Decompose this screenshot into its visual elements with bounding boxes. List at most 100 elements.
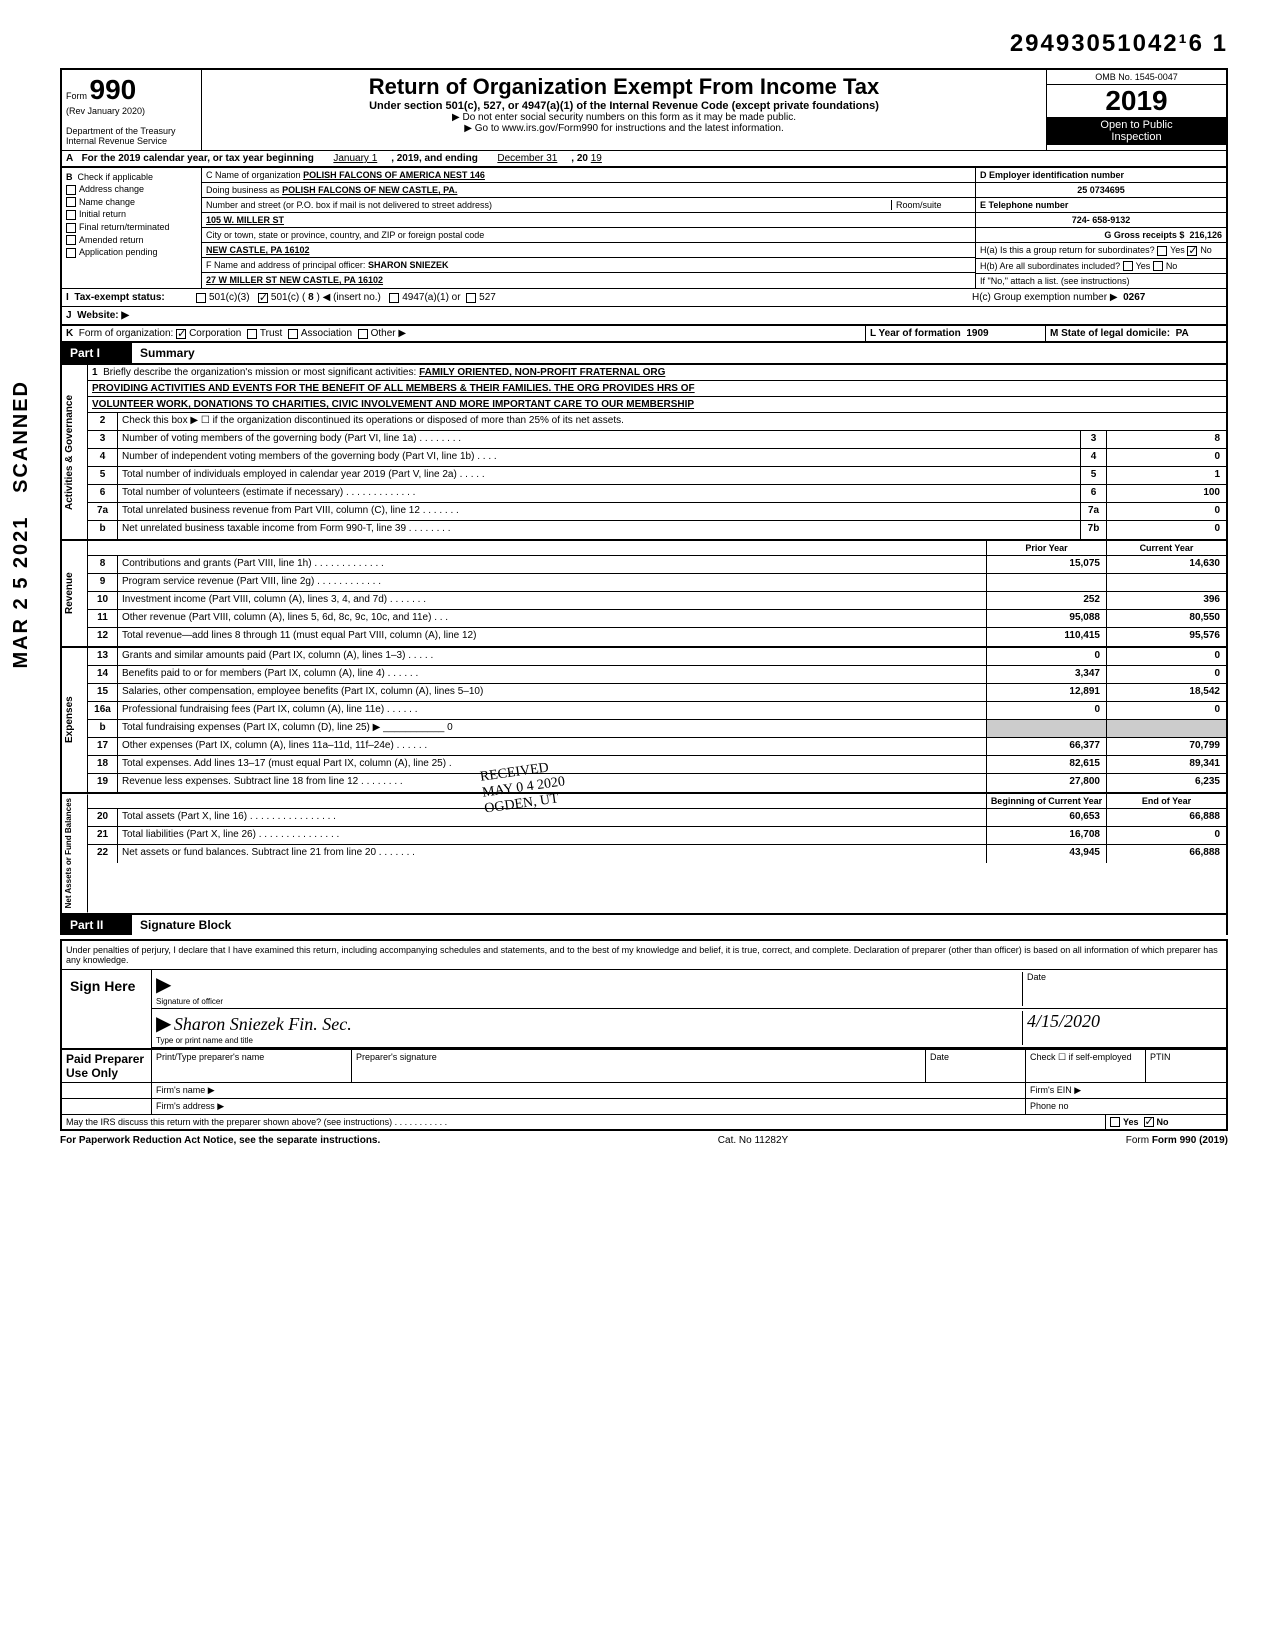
row-i: I Tax-exempt status: 501(c)(3) 501(c) ( … <box>60 288 1228 306</box>
state-domicile: PA <box>1176 328 1189 339</box>
table-row: 11Other revenue (Part VIII, column (A), … <box>88 610 1226 628</box>
4947[interactable] <box>389 293 399 303</box>
table-row: 4Number of independent voting members of… <box>88 449 1226 467</box>
mission-3: VOLUNTEER WORK, DONATIONS TO CHARITIES, … <box>92 399 694 410</box>
gross-receipts: 216,126 <box>1189 230 1222 240</box>
table-row: 14Benefits paid to or for members (Part … <box>88 666 1226 684</box>
check-initial[interactable] <box>66 210 76 220</box>
netassets-section: Net Assets or Fund Balances Beginning of… <box>60 794 1228 914</box>
form-number: 990 <box>90 74 137 105</box>
group-exemption: 0267 <box>1123 292 1145 303</box>
paid-preparer: Paid Preparer Use Only Print/Type prepar… <box>60 1050 1228 1132</box>
check-final[interactable] <box>66 223 76 233</box>
table-row: 22Net assets or fund balances. Subtract … <box>88 845 1226 863</box>
ha-no[interactable] <box>1187 246 1197 256</box>
table-row: 18Total expenses. Add lines 13–17 (must … <box>88 756 1226 774</box>
side-expenses: Expenses <box>62 648 88 792</box>
footer: For Paperwork Reduction Act Notice, see … <box>60 1131 1228 1150</box>
table-row: 17Other expenses (Part IX, column (A), l… <box>88 738 1226 756</box>
officer: SHARON SNIEZEK <box>368 260 449 270</box>
table-row: 10Investment income (Part VIII, column (… <box>88 592 1226 610</box>
row-a: A For the 2019 calendar year, or tax yea… <box>60 150 1228 166</box>
year-formation: 1909 <box>966 328 988 339</box>
open-public: Open to Public <box>1100 119 1172 131</box>
check-amended[interactable] <box>66 235 76 245</box>
table-row: 3Number of voting members of the governi… <box>88 431 1226 449</box>
check-address[interactable] <box>66 185 76 195</box>
phone: 724- 658-9132 <box>1072 215 1131 225</box>
mission-2: PROVIDING ACTIVITIES AND EVENTS FOR THE … <box>92 383 695 394</box>
part1-header: Part I <box>62 343 132 363</box>
part1-title: Summary <box>132 343 203 363</box>
begin-year-header: Beginning of Current Year <box>986 794 1106 808</box>
signature-block: Under penalties of perjury, I declare th… <box>60 939 1228 1050</box>
tax-year: 2019 <box>1047 85 1226 117</box>
table-row: 6Total number of volunteers (estimate if… <box>88 485 1226 503</box>
sign-here: Sign Here <box>70 978 135 994</box>
line-2: Check this box ▶ ☐ if the organization d… <box>118 413 1226 430</box>
document-number: 29493051042¹6 1 <box>60 30 1228 58</box>
mission-1: FAMILY ORIENTED, NON-PROFIT FRATERNAL OR… <box>419 367 665 378</box>
officer-addr: 27 W MILLER ST NEW CASTLE, PA 16102 <box>206 275 383 285</box>
officer-signature: Sharon Sniezek Fin. Sec. <box>174 1014 352 1034</box>
table-row: 15Salaries, other compensation, employee… <box>88 684 1226 702</box>
527[interactable] <box>466 293 476 303</box>
dept: Department of the Treasury <box>66 126 176 136</box>
table-row: bTotal fundraising expenses (Part IX, co… <box>88 720 1226 738</box>
part2-title: Signature Block <box>132 915 239 935</box>
side-revenue: Revenue <box>62 541 88 646</box>
dba: POLISH FALCONS OF NEW CASTLE, PA. <box>282 185 457 195</box>
table-row: 16aProfessional fundraising fees (Part I… <box>88 702 1226 720</box>
side-governance: Activities & Governance <box>62 365 88 539</box>
table-row: 8Contributions and grants (Part VIII, li… <box>88 556 1226 574</box>
street: 105 W. MILLER ST <box>206 215 284 225</box>
other[interactable] <box>358 329 368 339</box>
form-header: Form 990 (Rev January 2020) Department o… <box>60 68 1228 150</box>
assoc[interactable] <box>288 329 298 339</box>
table-row: 20Total assets (Part X, line 16) . . . .… <box>88 809 1226 827</box>
row-j: J Website: ▶ <box>60 306 1228 324</box>
table-row: 13Grants and similar amounts paid (Part … <box>88 648 1226 666</box>
expenses-section: Expenses 13Grants and similar amounts pa… <box>60 648 1228 794</box>
form-subtitle: Under section 501(c), 527, or 4947(a)(1)… <box>206 100 1042 112</box>
row-k: K Form of organization: Corporation Trus… <box>60 324 1228 343</box>
table-row: 19Revenue less expenses. Subtract line 1… <box>88 774 1226 792</box>
corp[interactable] <box>176 329 186 339</box>
current-year-header: Current Year <box>1106 541 1226 555</box>
check-pending[interactable] <box>66 248 76 258</box>
table-row: 21Total liabilities (Part X, line 26) . … <box>88 827 1226 845</box>
hb-yes[interactable] <box>1123 261 1133 271</box>
side-netassets: Net Assets or Fund Balances <box>62 794 88 912</box>
501c[interactable] <box>258 293 268 303</box>
table-row: bNet unrelated business taxable income f… <box>88 521 1226 539</box>
sign-date: 4/15/2020 <box>1027 1011 1100 1031</box>
city: NEW CASTLE, PA 16102 <box>206 245 310 255</box>
scanned-stamp: MAR 2 5 2021 SCANNED <box>10 380 33 669</box>
prior-year-header: Prior Year <box>986 541 1106 555</box>
discuss-yes[interactable] <box>1110 1117 1120 1127</box>
revenue-section: Revenue Prior Year Current Year 8Contrib… <box>60 541 1228 648</box>
form-title: Return of Organization Exempt From Incom… <box>206 74 1042 100</box>
table-row: 5Total number of individuals employed in… <box>88 467 1226 485</box>
form-rev: (Rev January 2020) <box>66 106 145 116</box>
table-row: 12Total revenue—add lines 8 through 11 (… <box>88 628 1226 646</box>
ha-yes[interactable] <box>1157 246 1167 256</box>
501c3[interactable] <box>196 293 206 303</box>
governance-section: Activities & Governance 1 Briefly descri… <box>60 363 1228 541</box>
check-name[interactable] <box>66 197 76 207</box>
irs: Internal Revenue Service <box>66 136 167 146</box>
table-row: 7aTotal unrelated business revenue from … <box>88 503 1226 521</box>
section-bcd: B Check if applicable Address change Nam… <box>60 166 1228 288</box>
discuss-no[interactable] <box>1144 1117 1154 1127</box>
org-name: POLISH FALCONS OF AMERICA NEST 146 <box>303 170 485 180</box>
penalty-text: Under penalties of perjury, I declare th… <box>62 941 1226 970</box>
paid-label: Paid Preparer Use Only <box>62 1050 152 1082</box>
hb-no[interactable] <box>1153 261 1163 271</box>
note2: ▶ Go to www.irs.gov/Form990 for instruct… <box>206 123 1042 134</box>
note1: ▶ Do not enter social security numbers o… <box>206 112 1042 123</box>
trust[interactable] <box>247 329 257 339</box>
inspection: Inspection <box>1111 131 1161 143</box>
omb: OMB No. 1545-0047 <box>1047 70 1226 85</box>
end-year-header: End of Year <box>1106 794 1226 808</box>
ein: 25 0734695 <box>1077 185 1125 195</box>
